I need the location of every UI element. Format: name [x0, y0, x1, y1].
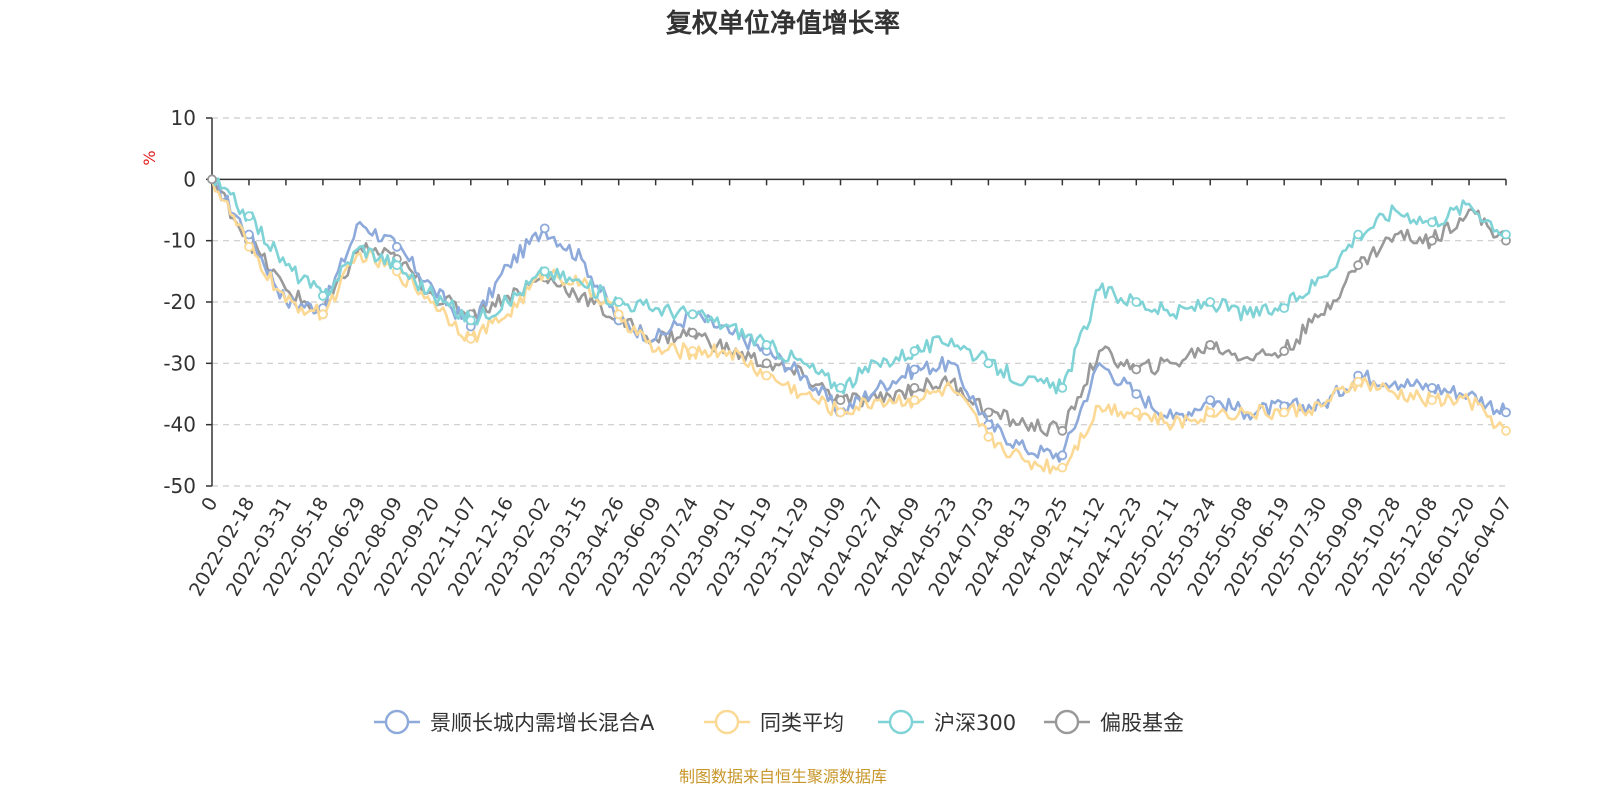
series-point	[1427, 382, 1437, 393]
legend-marker	[1054, 709, 1080, 735]
data-source-note: 制图数据来自恒生聚源数据库	[679, 767, 887, 786]
y-tick-label: 0	[183, 167, 196, 191]
series-point	[539, 266, 550, 277]
series-point	[1353, 376, 1364, 387]
series-point	[1131, 297, 1142, 307]
legend-marker	[888, 709, 914, 735]
y-tick-label: -50	[163, 474, 196, 498]
series-point	[613, 297, 624, 307]
series-point	[244, 211, 254, 222]
series-point	[909, 382, 920, 393]
series-point	[983, 358, 994, 369]
y-axis-unit: %	[140, 150, 159, 165]
series-point	[761, 340, 772, 350]
series-point	[1057, 382, 1068, 393]
series-point	[1131, 389, 1142, 399]
series-point	[1427, 217, 1437, 228]
series-point	[1427, 235, 1437, 246]
series-point	[465, 333, 476, 344]
series-point	[835, 395, 846, 406]
series-point	[761, 370, 772, 381]
series-point	[318, 290, 328, 301]
series-point	[687, 346, 698, 356]
legend-label: 同类平均	[760, 711, 844, 735]
series-point	[909, 346, 920, 356]
y-axis-ticks: 10 0 -10 -20 -30 -40 -50	[163, 106, 196, 498]
series-point	[1057, 462, 1068, 473]
series-point	[318, 309, 328, 320]
series-point	[687, 309, 698, 320]
legend-marker	[714, 709, 740, 735]
series-point	[1501, 229, 1511, 240]
series-point	[1131, 364, 1142, 375]
series-line-1	[210, 178, 1508, 475]
legend-item[interactable]: 沪深300	[878, 709, 1016, 735]
legend-marker	[384, 709, 410, 735]
legend-label: 景顺长城内需增长混合A	[430, 711, 655, 735]
y-tick-label: -30	[163, 351, 196, 375]
series-point	[1279, 303, 1290, 314]
series-point	[1131, 407, 1142, 418]
series-point	[1501, 407, 1511, 418]
series-point	[244, 241, 254, 252]
series-point	[1205, 407, 1216, 418]
chart-title: 复权单位净值增长率	[666, 8, 900, 39]
y-tick-label: -20	[163, 290, 196, 314]
series-point	[1057, 425, 1068, 436]
legend[interactable]: 景顺长城内需增长混合A 同类平均 沪深300 偏股基金	[374, 709, 1184, 735]
series-point	[1353, 260, 1364, 271]
legend-label: 沪深300	[934, 711, 1016, 735]
legend-label: 偏股基金	[1100, 711, 1184, 735]
series-point	[1057, 450, 1068, 461]
grid-lines	[212, 117, 1506, 487]
legend-item[interactable]: 偏股基金	[1044, 709, 1184, 735]
x-axis-ticks: 02022-02-182022-03-312022-05-182022-06-2…	[185, 494, 1516, 601]
series-point	[1205, 340, 1216, 350]
series-line-3	[210, 178, 1508, 437]
series-point	[1427, 395, 1437, 406]
series-point	[1279, 346, 1290, 356]
series-point	[983, 432, 994, 442]
series-point	[465, 315, 476, 326]
series-point	[613, 309, 624, 320]
series-point	[835, 407, 846, 418]
series-point	[1501, 425, 1511, 436]
series-point	[1353, 229, 1364, 240]
legend-item[interactable]: 景顺长城内需增长混合A	[374, 709, 655, 735]
origin-point	[207, 174, 217, 185]
series-line-2	[210, 177, 1507, 395]
series-point	[391, 241, 402, 252]
legend-item[interactable]: 同类平均	[704, 709, 844, 735]
y-tick-label: -10	[163, 229, 196, 253]
series-point	[391, 260, 402, 271]
x-tick-label: 0	[197, 494, 222, 515]
series-point	[1205, 395, 1216, 406]
series-point	[909, 395, 920, 406]
series-point	[1279, 407, 1290, 418]
series-point	[909, 364, 920, 375]
series-point	[761, 358, 772, 369]
series-point	[835, 382, 846, 393]
series-lines	[207, 174, 1511, 475]
series-point	[687, 327, 698, 338]
y-tick-label: 10	[171, 106, 196, 130]
series-point	[539, 223, 550, 234]
y-tick-label: -40	[163, 413, 196, 437]
series-point	[1205, 297, 1216, 307]
